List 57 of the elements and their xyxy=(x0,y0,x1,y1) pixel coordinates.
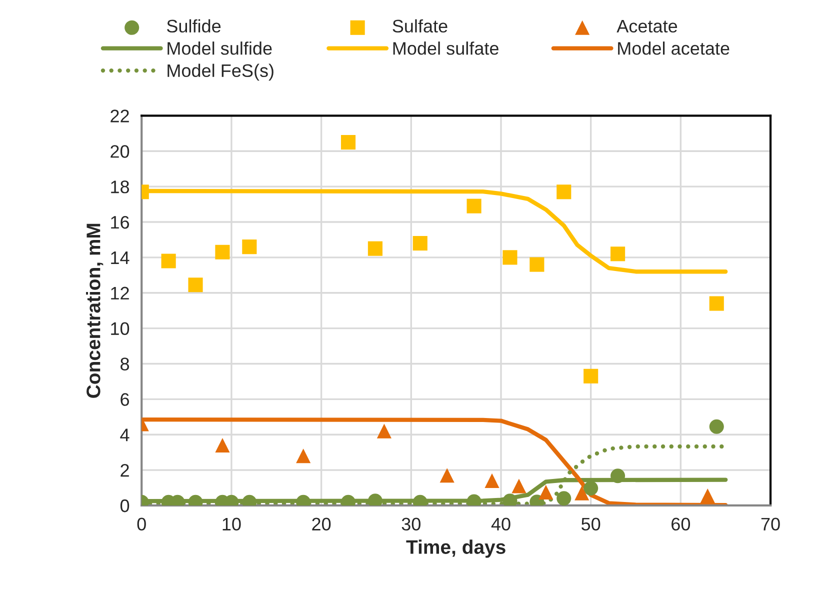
point xyxy=(610,246,626,262)
y-tick-label: 6 xyxy=(120,393,130,406)
legend-label: Model FeS(s) xyxy=(168,64,274,81)
legend-label: Model sulfide xyxy=(168,42,272,55)
y-tick-label: 4 xyxy=(120,428,130,442)
y-axis-title: Concentration, mM xyxy=(86,224,104,398)
point xyxy=(215,244,230,260)
point xyxy=(161,254,176,268)
x-tick-label: 10 xyxy=(222,518,241,531)
x-tick-label: 50 xyxy=(582,518,600,531)
x-tick-label: 70 xyxy=(761,518,780,531)
point xyxy=(709,296,724,311)
point xyxy=(215,438,230,453)
point xyxy=(296,448,311,464)
point xyxy=(574,486,590,500)
y-tick-label: 16 xyxy=(111,216,130,229)
point xyxy=(340,135,356,150)
y-tick-label: 2 xyxy=(120,464,129,477)
point xyxy=(484,473,500,488)
legend-label: Model sulfate xyxy=(393,42,498,55)
point xyxy=(368,241,382,256)
point xyxy=(584,481,598,496)
y-tick-label: 20 xyxy=(110,145,130,158)
point xyxy=(376,424,392,438)
legend-label: Model acetate xyxy=(618,42,730,55)
point xyxy=(709,419,724,434)
point xyxy=(610,468,626,484)
y-tick-label: 22 xyxy=(110,110,129,122)
x-axis-title: Time, days xyxy=(406,540,506,558)
x-tick-label: 20 xyxy=(312,518,331,531)
x-tick-label: 0 xyxy=(137,518,146,531)
point xyxy=(700,488,715,504)
legend-label: Sulfate xyxy=(392,19,448,33)
point xyxy=(556,184,572,200)
point xyxy=(584,368,598,384)
y-tick-label: 12 xyxy=(111,286,129,300)
x-tick-label: 30 xyxy=(402,518,420,531)
legend-label: Acetate xyxy=(616,20,678,33)
point xyxy=(188,278,203,292)
point xyxy=(242,240,257,254)
line-series xyxy=(142,417,728,506)
point xyxy=(440,468,454,483)
point xyxy=(512,478,526,494)
y-tick-label: 18 xyxy=(111,180,130,194)
y-tick-label: 0 xyxy=(120,499,130,512)
point xyxy=(530,257,544,272)
y-tick-label: 8 xyxy=(120,358,130,370)
y-tick-label: 10 xyxy=(111,322,130,336)
x-tick-label: 60 xyxy=(672,518,690,531)
point xyxy=(556,491,572,506)
point xyxy=(538,484,554,500)
point xyxy=(412,236,428,251)
point xyxy=(502,250,518,265)
legend-label: Sulfide xyxy=(166,19,221,33)
y-tick-label: 14 xyxy=(111,252,130,264)
point xyxy=(466,198,482,214)
x-tick-label: 40 xyxy=(491,518,510,531)
